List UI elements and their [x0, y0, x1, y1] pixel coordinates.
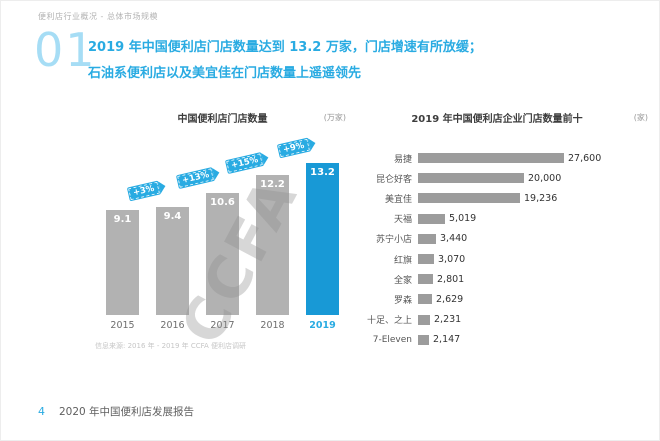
rank-bar [418, 213, 445, 224]
trend-bar-value: 9.4 [163, 211, 182, 222]
rank-row: 十足、之上 2,231 [360, 310, 652, 330]
rank-bar [418, 193, 520, 204]
rank-value: 2,801 [437, 273, 465, 285]
rank-value: 2,231 [434, 314, 462, 326]
ranking-chart-header: 2019 年中国便利店企业门店数量前十 (家) [360, 110, 652, 125]
rank-row: 昆仑好客 20,000 [360, 168, 652, 188]
ranking-chart-unit: (家) [633, 113, 648, 122]
rank-value: 19,236 [524, 192, 558, 204]
trend-bar-value: 10.6 [210, 197, 235, 208]
title-line-1: 2019 年中国便利店门店数量达到 13.2 万家，门店增速有所放缓； [88, 40, 482, 55]
rank-row: 苏宁小店 3,440 [360, 229, 652, 249]
rank-bar [418, 233, 436, 244]
rank-value: 5,019 [449, 213, 477, 225]
rank-bar [418, 153, 564, 164]
rank-row: 易捷 27,600 [360, 148, 652, 168]
growth-arrow: +15% [224, 151, 265, 175]
footer-title: 2020 年中国便利店发展报告 [59, 406, 195, 418]
rank-value: 20,000 [528, 172, 562, 184]
source-note: 信息来源: 2016 年 - 2019 年 CCFA 便利店调研 [95, 342, 247, 350]
year-label: 2018 [260, 320, 285, 331]
ranking-chart-title: 2019 年中国便利店企业门店数量前十 [411, 114, 583, 125]
rank-value: 27,600 [568, 152, 602, 164]
trend-bar: 9.4 [156, 207, 189, 315]
breadcrumb: 便利店行业概况 - 总体市场规模 [38, 12, 158, 21]
trend-chart-title: 中国便利店门店数量 [177, 114, 268, 125]
rank-bar [418, 254, 434, 265]
rank-label: 十足、之上 [366, 316, 412, 327]
year-label: 2017 [210, 320, 235, 331]
trend-plot: CCFA 9.1 9.4 10.6 12.2 13.2 +3% +13% +15… [95, 137, 350, 355]
rank-value: 3,070 [438, 253, 466, 265]
trend-bar: 9.1 [106, 210, 139, 315]
rank-bar [418, 173, 524, 184]
rank-row: 美宜佳 19,236 [360, 188, 652, 208]
rank-row: 红旗 3,070 [360, 249, 652, 269]
rank-row: 天福 5,019 [360, 209, 652, 229]
rank-bar [418, 274, 433, 285]
rank-label: 昆仑好客 [375, 174, 412, 185]
rank-value: 2,147 [433, 334, 461, 346]
year-label: 2019 [309, 320, 336, 331]
rank-label: 红旗 [393, 255, 412, 266]
trend-chart-header: 中国便利店门店数量 (万家) [95, 110, 350, 125]
rank-bar [418, 314, 430, 325]
trend-bar: 10.6 [206, 193, 239, 315]
section-number: 01 [34, 23, 97, 77]
rank-row: 7-Eleven 2,147 [360, 330, 652, 350]
year-label: 2015 [110, 320, 135, 331]
trend-x-axis: 2015 2016 2017 2018 2019 [95, 320, 350, 331]
rank-label: 易捷 [393, 154, 412, 165]
trend-bar-value: 12.2 [260, 179, 285, 190]
page-number: 4 [38, 405, 45, 418]
rank-bar [418, 294, 432, 305]
trend-bar: 12.2 [256, 175, 289, 315]
rank-value: 2,629 [436, 293, 464, 305]
rank-label: 7-Eleven [372, 334, 412, 345]
rank-label: 罗森 [393, 295, 412, 306]
rank-label: 苏宁小店 [375, 235, 412, 246]
year-label: 2016 [160, 320, 185, 331]
rank-value: 3,440 [440, 233, 468, 245]
trend-bar-value: 9.1 [113, 214, 132, 225]
rank-row: 全家 2,801 [360, 269, 652, 289]
ranking-chart: 2019 年中国便利店企业门店数量前十 (家) 易捷 27,600 昆仑好客 20,… [360, 110, 652, 350]
rank-label: 天福 [393, 215, 412, 226]
rank-row: 罗森 2,629 [360, 289, 652, 309]
growth-arrow: +3% [126, 180, 161, 202]
ranking-rows: 易捷 27,600 昆仑好客 20,000 美宜佳 19,236 天福 5,019 苏宁… [360, 148, 652, 350]
trend-bar: 13.2 [306, 163, 339, 315]
trend-chart: 中国便利店门店数量 (万家) CCFA 9.1 9.4 10.6 12.2 13… [95, 110, 350, 355]
title-line-2: 石油系便利店以及美宜佳在门店数量上遥遥领先 [88, 66, 362, 81]
growth-arrow: +13% [175, 166, 216, 190]
rank-label: 全家 [393, 275, 412, 286]
footer: 4 2020 年中国便利店发展报告 [38, 404, 194, 419]
rank-label: 美宜佳 [384, 194, 412, 205]
trend-chart-unit: (万家) [323, 113, 346, 122]
rank-bar [418, 334, 429, 345]
growth-arrow: +9% [276, 137, 311, 159]
page-title: 2019 年中国便利店门店数量达到 13.2 万家，门店增速有所放缓； 石油系便… [88, 35, 482, 87]
trend-bar-value: 13.2 [310, 167, 335, 178]
